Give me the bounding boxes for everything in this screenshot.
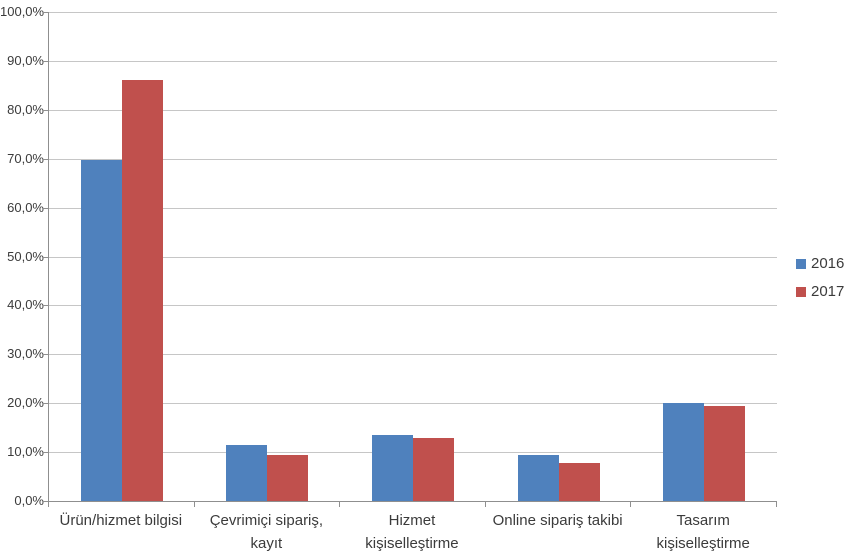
y-axis-tick (43, 256, 48, 258)
bar-group (49, 12, 195, 501)
legend-label: 2016 (811, 255, 845, 272)
h-gridline (49, 158, 777, 160)
y-axis-tick (43, 501, 48, 502)
y-axis-tick (43, 12, 48, 13)
h-gridline (49, 12, 777, 13)
bar-2016 (517, 455, 559, 501)
h-gridline (49, 207, 777, 209)
y-axis-tick (43, 354, 48, 356)
legend-item: 2016 (796, 255, 844, 272)
plot-area (48, 12, 777, 502)
y-axis-tick (43, 109, 48, 111)
x-axis-tick (48, 502, 49, 507)
x-axis-label-line: Ürün/hizmet bilgisi (59, 512, 183, 529)
bar-group (195, 12, 341, 501)
y-axis-tick (43, 207, 48, 209)
x-axis-tick (339, 502, 341, 507)
x-axis-label-line: Hizmet (388, 512, 436, 529)
h-gridline (49, 256, 777, 258)
x-axis-label: Hizmet kişiselleştirme (339, 509, 485, 555)
y-axis-tick (43, 60, 48, 62)
y-axis-label: 70,0% (7, 150, 44, 166)
bar-2016 (663, 403, 705, 501)
y-axis-label: 60,0% (7, 199, 44, 215)
x-axis-label-line: Tasarım (676, 512, 730, 529)
bar-2016 (80, 160, 122, 501)
y-axis-tick (43, 403, 48, 405)
y-axis-tick (43, 158, 48, 160)
x-axis-tick (776, 502, 777, 507)
legend-item: 2017 (796, 283, 844, 300)
bar-2017 (704, 405, 746, 501)
y-axis-label: 40,0% (7, 297, 44, 313)
x-axis-label-line: kayıt (250, 535, 283, 552)
y-axis-label: 50,0% (7, 248, 44, 264)
x-axis-label: Ürün/hizmet bilgisi (48, 509, 194, 532)
x-axis-tick (484, 502, 486, 507)
y-axis-label: 0,0% (14, 493, 44, 508)
bar-2017 (121, 80, 163, 501)
x-axis-label-line: Çevrimiçi sipariş, (209, 512, 324, 529)
x-axis-tick (630, 502, 632, 507)
legend-swatch-2016 (796, 258, 806, 269)
y-axis-tick (43, 452, 48, 454)
y-axis-label: 20,0% (7, 395, 44, 411)
y-axis-label: 90,0% (7, 52, 44, 68)
x-axis-label-line: Online sipariş takibi (492, 512, 623, 529)
y-axis-label: 30,0% (7, 346, 44, 362)
h-gridline (49, 305, 777, 307)
h-gridline (49, 354, 777, 356)
y-axis-label: 10,0% (7, 444, 44, 460)
y-axis-label: 100,0% (0, 4, 45, 19)
y-axis-label: 80,0% (7, 101, 44, 117)
bar-2016 (226, 444, 268, 501)
bar-group (340, 12, 486, 501)
x-axis-label: Online sipariş takibi (485, 509, 631, 532)
bar-group (631, 12, 777, 501)
x-axis-label: Tasarım kişiselleştirme (630, 509, 776, 555)
bar-2017 (558, 463, 600, 501)
bar-2016 (371, 434, 413, 501)
bar-2017 (267, 454, 309, 501)
h-gridline (49, 109, 777, 111)
h-gridline (49, 60, 777, 62)
x-axis-label-line: kişiselleştirme (365, 535, 459, 552)
bar-2017 (412, 438, 454, 501)
x-axis-tick (193, 502, 195, 507)
y-axis-tick (43, 305, 48, 307)
x-axis-label-line: kişiselleştirme (656, 535, 750, 552)
h-gridline (49, 403, 777, 405)
legend: 2016 2017 (796, 255, 844, 300)
legend-swatch-2017 (796, 286, 806, 297)
x-axis-label: Çevrimiçi sipariş, kayıt (194, 509, 340, 555)
bar-group (486, 12, 632, 501)
legend-label: 2017 (811, 283, 845, 300)
